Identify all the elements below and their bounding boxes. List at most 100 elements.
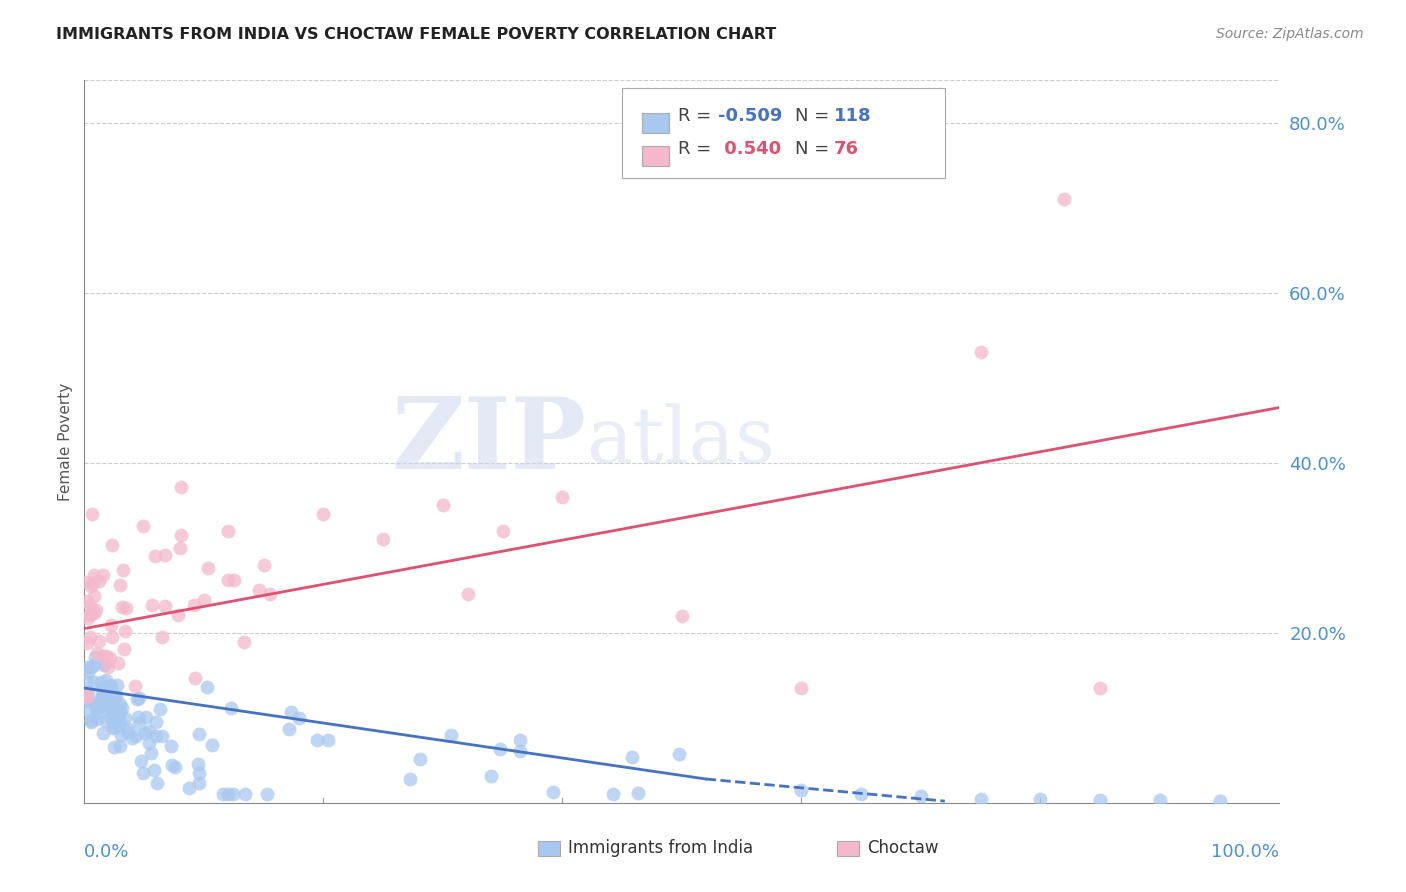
Point bbox=[162, 758, 184, 772]
Point bbox=[103, 715, 125, 730]
Point bbox=[117, 722, 139, 736]
Point bbox=[457, 587, 479, 601]
Point bbox=[76, 636, 98, 650]
Point bbox=[107, 709, 129, 723]
Point bbox=[89, 574, 111, 588]
Point bbox=[80, 715, 103, 730]
Point bbox=[101, 630, 124, 644]
Point bbox=[970, 791, 993, 805]
Point bbox=[256, 787, 278, 801]
Point bbox=[169, 541, 191, 555]
Point bbox=[76, 575, 98, 590]
Point bbox=[277, 722, 299, 736]
Point bbox=[232, 635, 254, 649]
Point bbox=[127, 691, 149, 706]
Point bbox=[280, 705, 302, 719]
Point bbox=[83, 589, 105, 603]
Point bbox=[135, 710, 157, 724]
Point bbox=[134, 726, 156, 740]
Point bbox=[110, 728, 132, 742]
Point bbox=[543, 785, 565, 799]
Point bbox=[155, 599, 177, 613]
Point bbox=[82, 575, 104, 590]
Point bbox=[851, 787, 873, 801]
Point bbox=[128, 690, 150, 705]
Point bbox=[79, 630, 101, 644]
Point bbox=[93, 649, 115, 664]
Point bbox=[100, 693, 122, 707]
Point bbox=[96, 684, 118, 698]
Point bbox=[132, 519, 155, 533]
Point bbox=[101, 721, 124, 735]
Point bbox=[222, 787, 245, 801]
Point bbox=[316, 732, 339, 747]
Point bbox=[82, 658, 104, 673]
Point bbox=[149, 702, 172, 716]
Point bbox=[91, 691, 114, 706]
Point bbox=[87, 633, 110, 648]
Point bbox=[195, 680, 218, 694]
Point bbox=[509, 744, 531, 758]
Text: Choctaw: Choctaw bbox=[868, 839, 939, 857]
Text: 0.540: 0.540 bbox=[718, 140, 780, 158]
Text: ZIP: ZIP bbox=[391, 393, 586, 490]
Point bbox=[305, 733, 328, 747]
Point bbox=[101, 702, 124, 716]
Point bbox=[117, 724, 139, 739]
Point bbox=[440, 728, 463, 742]
Point bbox=[86, 706, 108, 720]
Point bbox=[127, 710, 149, 724]
Point bbox=[247, 582, 270, 597]
Point bbox=[124, 729, 146, 743]
Point bbox=[201, 738, 224, 752]
Point bbox=[143, 763, 166, 777]
Point bbox=[76, 660, 98, 674]
Point bbox=[138, 724, 160, 739]
Point bbox=[111, 701, 134, 715]
Y-axis label: Female Poverty: Female Poverty bbox=[58, 383, 73, 500]
Point bbox=[98, 700, 121, 714]
Point bbox=[84, 701, 107, 715]
Point bbox=[170, 527, 193, 541]
Point bbox=[108, 739, 131, 753]
Text: 100.0%: 100.0% bbox=[1212, 843, 1279, 861]
Point bbox=[183, 598, 205, 612]
Point bbox=[76, 690, 98, 704]
Point bbox=[145, 714, 167, 729]
Point bbox=[100, 679, 122, 693]
Point bbox=[409, 752, 432, 766]
Point bbox=[77, 704, 100, 718]
Point bbox=[212, 787, 235, 801]
Point bbox=[79, 608, 101, 623]
Point bbox=[90, 675, 112, 690]
Point bbox=[76, 674, 98, 689]
Point bbox=[1090, 681, 1112, 695]
Point bbox=[509, 732, 531, 747]
Point bbox=[169, 480, 191, 494]
Point bbox=[86, 712, 108, 726]
Point bbox=[432, 498, 454, 512]
Point bbox=[115, 601, 138, 615]
Point bbox=[184, 671, 207, 685]
Point bbox=[97, 660, 120, 674]
Point bbox=[103, 699, 125, 714]
Point bbox=[86, 646, 108, 660]
Point bbox=[259, 587, 281, 601]
Point bbox=[108, 705, 131, 719]
Point bbox=[76, 594, 98, 608]
Point bbox=[373, 533, 395, 547]
Text: 0.0%: 0.0% bbox=[84, 843, 129, 861]
Text: N =: N = bbox=[796, 140, 835, 158]
Point bbox=[621, 750, 644, 764]
Point bbox=[79, 607, 101, 622]
Point bbox=[80, 659, 103, 673]
Point bbox=[100, 538, 122, 552]
Point bbox=[188, 766, 211, 780]
Point bbox=[1090, 793, 1112, 807]
Point bbox=[217, 573, 239, 587]
Point bbox=[193, 592, 215, 607]
Point bbox=[141, 598, 163, 612]
Point bbox=[100, 617, 122, 632]
Point bbox=[253, 558, 276, 572]
Point bbox=[94, 657, 117, 672]
